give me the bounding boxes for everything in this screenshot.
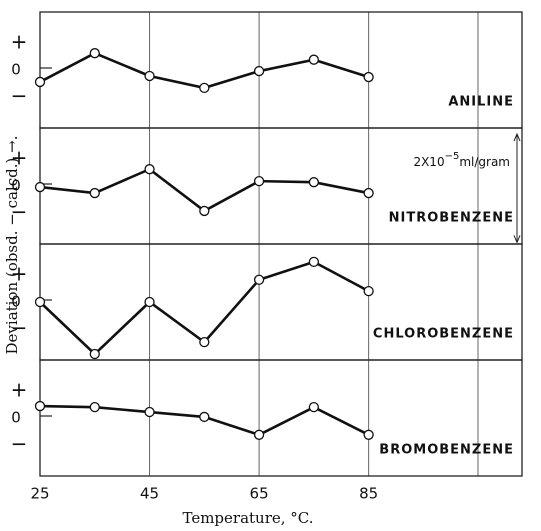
y-tick-label: 0: [11, 409, 21, 427]
point: [363, 429, 374, 440]
y-axis-label: Deviation (obsd. − calcd.) →.: [3, 136, 21, 355]
point: [253, 65, 265, 77]
arrow-head: [513, 235, 521, 244]
scale-exponent: −5: [445, 151, 460, 162]
point: [144, 164, 155, 175]
point: [144, 406, 155, 418]
y-tick-label: −: [11, 316, 28, 340]
y-tick-label: 0: [11, 177, 21, 195]
point: [308, 256, 320, 268]
point: [253, 274, 265, 285]
point: [199, 205, 210, 217]
scale-unit: ml/gram: [459, 155, 510, 169]
y-tick-label: +: [11, 261, 28, 285]
panel-label: ANILINE: [448, 95, 514, 110]
scale-bar-label: 2X10−5ml/gram: [413, 151, 510, 169]
point: [34, 400, 46, 412]
point: [144, 70, 155, 82]
y-tick-label: 0: [11, 293, 21, 311]
point: [89, 187, 100, 199]
y-tick-label: 0: [11, 61, 21, 79]
y-tick-label: +: [11, 377, 28, 401]
point: [34, 76, 46, 88]
x-tick-label: 45: [140, 485, 159, 503]
point: [89, 48, 100, 59]
y-tick-label: −: [11, 432, 28, 456]
x-tick-label: 65: [250, 485, 269, 503]
point: [308, 402, 320, 413]
y-tick-label: −: [11, 84, 28, 108]
scale-base: 2X10: [413, 155, 444, 169]
point: [34, 181, 46, 193]
point: [34, 296, 46, 308]
panel-label: CHLOROBENZENE: [373, 327, 514, 342]
point: [144, 296, 155, 308]
point: [253, 429, 265, 440]
line: [39, 167, 369, 213]
point: [363, 187, 374, 199]
x-tick-label: 25: [30, 485, 49, 503]
panel-frame: [39, 11, 523, 129]
panel-frame: [39, 359, 523, 477]
line: [39, 51, 370, 90]
panel-label: BROMOBENZENE: [379, 443, 514, 458]
arrow-head: [513, 132, 521, 142]
point: [199, 82, 210, 94]
x-tick-label: 85: [359, 485, 378, 503]
point: [253, 175, 265, 187]
point: [89, 348, 100, 360]
point: [363, 71, 374, 83]
panel-frame: [39, 243, 523, 361]
point: [308, 54, 320, 65]
point: [199, 336, 210, 348]
panel-label: NITROBENZENE: [389, 211, 514, 226]
point: [363, 286, 374, 297]
point: [308, 177, 320, 188]
x-axis-label: Temperature, °C.: [182, 509, 313, 527]
y-tick-label: +: [11, 145, 28, 169]
point: [89, 402, 100, 413]
point: [199, 411, 210, 423]
y-tick-label: −: [11, 200, 28, 224]
y-tick-label: +: [11, 29, 28, 53]
